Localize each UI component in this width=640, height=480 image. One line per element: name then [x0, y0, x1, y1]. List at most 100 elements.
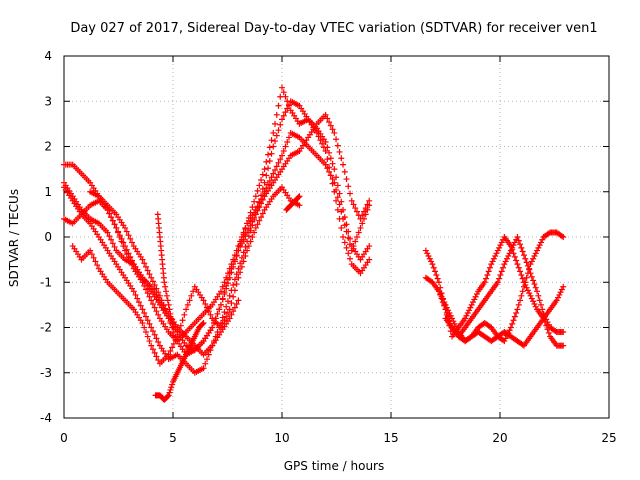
data-point [341, 222, 348, 229]
data-point [518, 244, 525, 251]
data-point [166, 306, 173, 313]
data-point [331, 129, 338, 136]
data-point [556, 291, 563, 298]
data-point [205, 351, 212, 358]
data-point [426, 255, 433, 262]
data-point [334, 206, 341, 213]
data-point [258, 214, 265, 221]
data-point [142, 313, 149, 320]
data-point [252, 224, 259, 231]
data-point [523, 274, 530, 281]
data-point [164, 297, 171, 304]
data-point [273, 132, 280, 139]
data-point [366, 243, 373, 250]
data-point [490, 255, 497, 262]
y-tick-label: -1 [40, 275, 52, 289]
data-point [531, 281, 538, 288]
data-point [536, 242, 543, 249]
data-point [501, 261, 508, 268]
data-point [515, 301, 522, 308]
data-point [513, 236, 520, 243]
data-point [329, 126, 336, 133]
data-point [350, 243, 357, 250]
data-point [285, 101, 292, 108]
data-point [244, 229, 251, 236]
data-point [295, 194, 302, 201]
data-point [322, 161, 329, 168]
data-point [322, 111, 329, 118]
data-point [343, 244, 350, 251]
data-point [319, 140, 326, 147]
data-point [266, 144, 273, 151]
data-point [120, 243, 127, 250]
data-point [329, 160, 336, 167]
data-point [209, 324, 216, 331]
data-point [155, 338, 162, 345]
data-point [522, 255, 529, 262]
data-point [235, 274, 242, 281]
data-point [537, 239, 544, 246]
data-point [324, 156, 331, 163]
data-point [514, 306, 521, 313]
data-point [237, 243, 244, 250]
data-point [282, 143, 289, 150]
data-point [242, 233, 249, 240]
data-point [199, 320, 206, 327]
data-point [164, 393, 171, 400]
data-point [528, 273, 535, 280]
data-point [111, 243, 118, 250]
data-point [115, 229, 122, 236]
data-point [123, 228, 130, 235]
data-point [352, 238, 359, 245]
data-point [327, 122, 334, 129]
data-point [446, 310, 453, 317]
data-point [509, 244, 516, 251]
data-point [334, 194, 341, 201]
data-point [340, 234, 347, 240]
data-point [296, 193, 303, 200]
data-point [249, 234, 256, 240]
data-point [333, 174, 340, 181]
data-point [219, 283, 226, 290]
data-point [494, 247, 501, 254]
data-point [256, 204, 263, 211]
data-point [511, 253, 518, 260]
data-point [560, 329, 567, 336]
data-point [327, 172, 334, 179]
data-point [357, 215, 364, 222]
data-point [509, 320, 516, 327]
data-point [535, 244, 542, 251]
data-point [144, 317, 151, 324]
grid [64, 56, 609, 418]
data-point [331, 179, 338, 186]
data-point [245, 243, 252, 250]
data-point [534, 288, 541, 295]
data-point [329, 176, 336, 183]
data-point [500, 236, 507, 243]
data-point [158, 297, 165, 304]
data-point [279, 84, 285, 91]
data-point [258, 176, 265, 183]
data-point [270, 129, 277, 136]
data-point [226, 292, 233, 299]
data-point [230, 281, 237, 288]
data-point [139, 319, 146, 326]
data-point [184, 301, 191, 308]
data-point [433, 272, 440, 279]
data-point [235, 297, 242, 304]
data-point [244, 247, 251, 254]
data-point [422, 247, 429, 254]
data-point [165, 301, 172, 308]
data-point [240, 249, 247, 256]
data-point [425, 253, 432, 260]
data-point [532, 284, 539, 291]
data-point [204, 356, 211, 363]
data-series-12 [435, 229, 567, 345]
data-point [144, 267, 151, 274]
data-point [443, 304, 450, 311]
data-point [502, 335, 509, 342]
data-point [333, 197, 340, 204]
data-point [237, 269, 244, 276]
data-point [277, 93, 284, 100]
data-point [265, 151, 272, 158]
